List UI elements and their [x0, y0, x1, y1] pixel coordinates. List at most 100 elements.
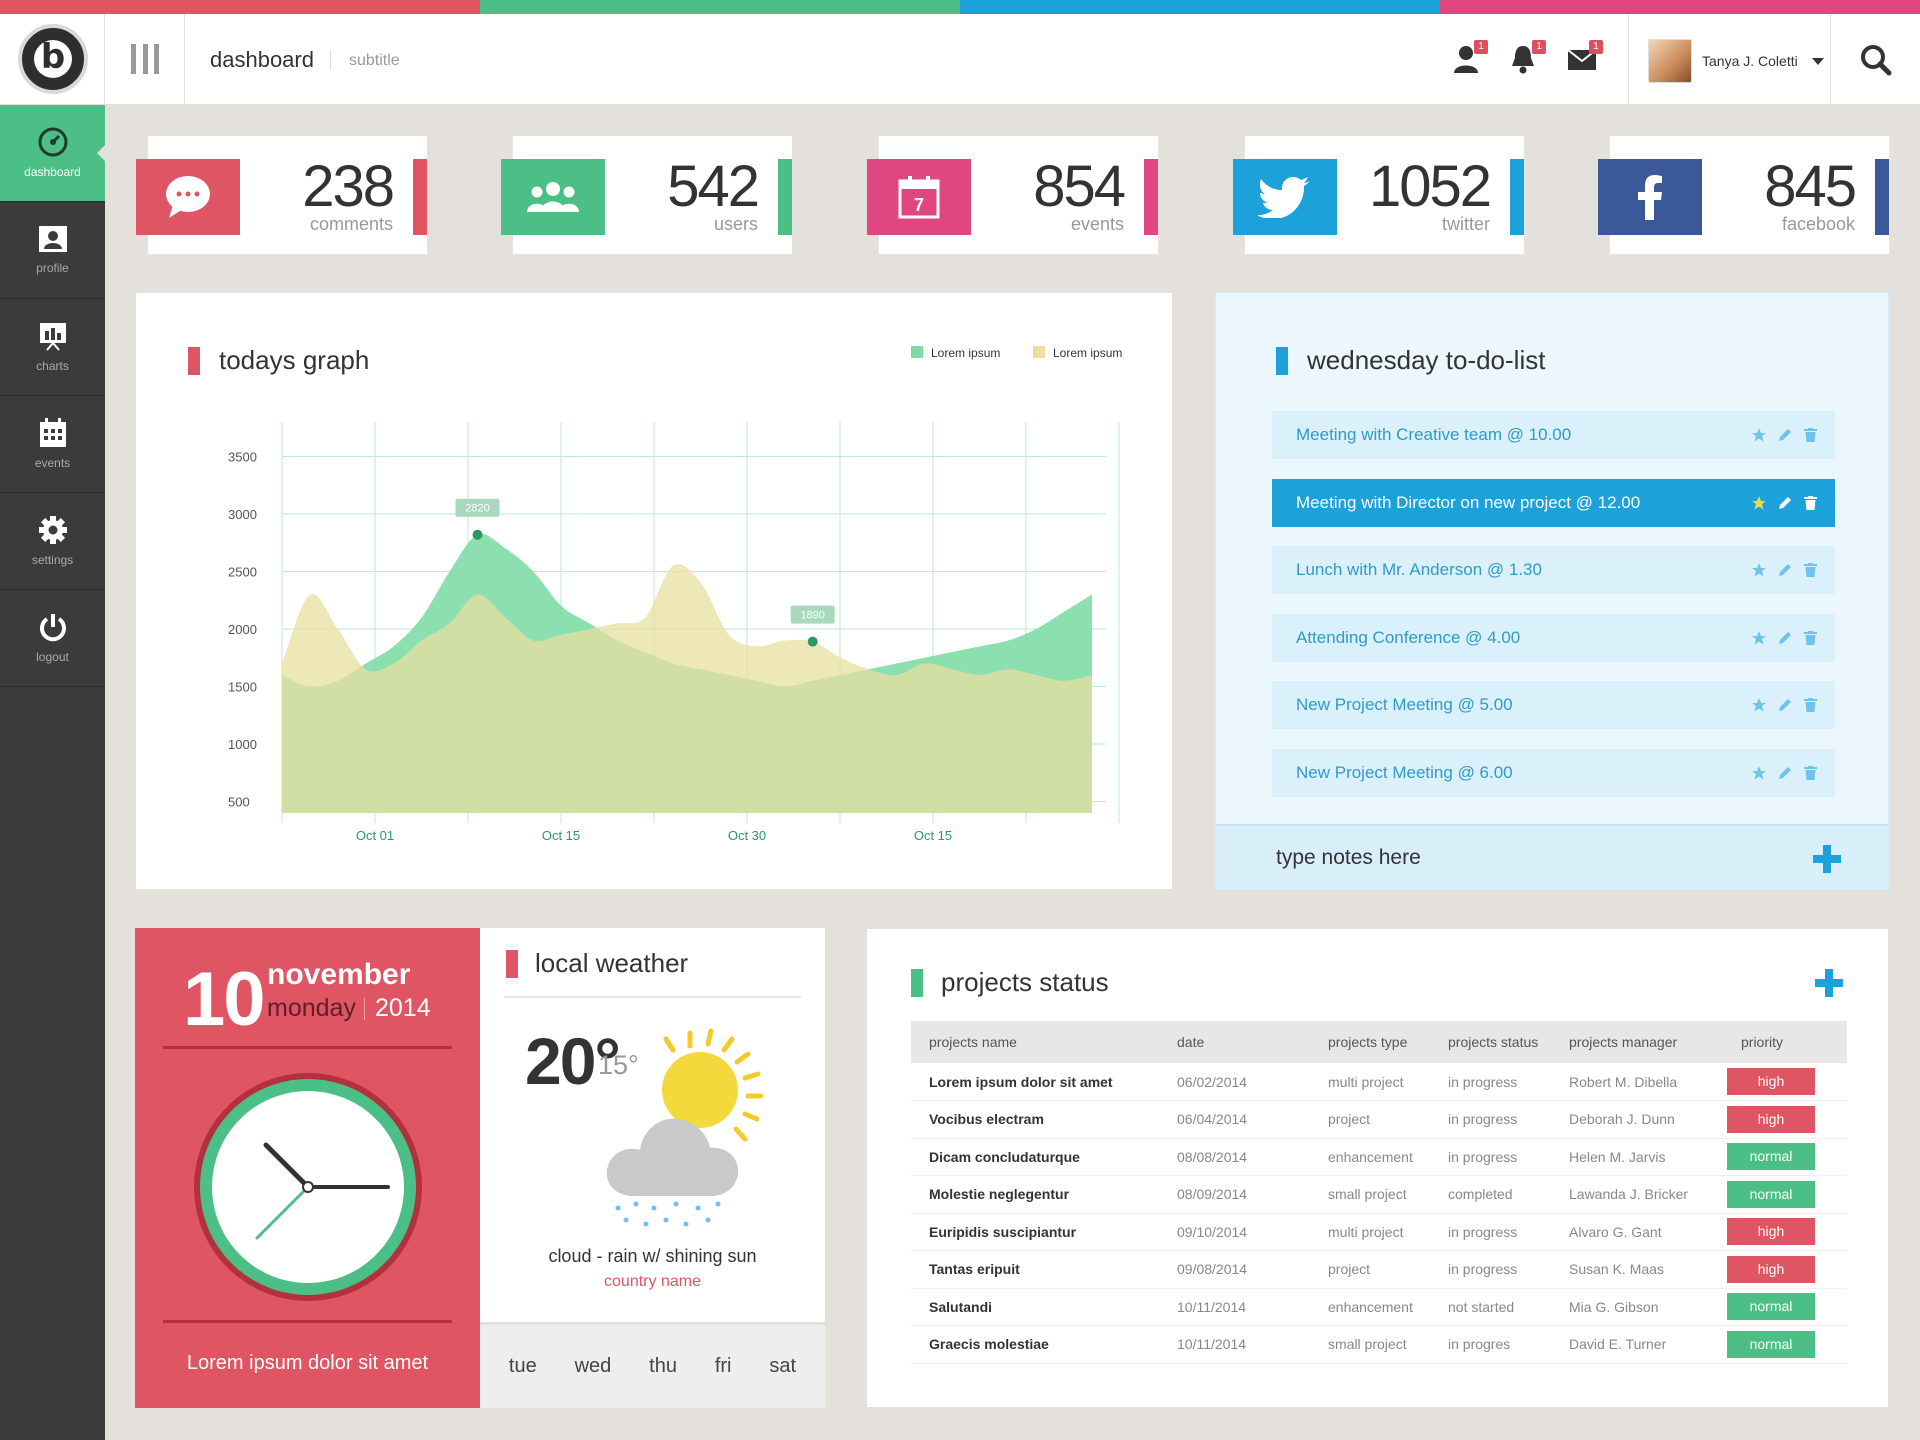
edit-pencil-icon[interactable]: [1778, 495, 1792, 515]
sidebar-item-settings[interactable]: settings: [0, 493, 105, 590]
panel-marker: [506, 950, 518, 978]
star-icon[interactable]: [1752, 427, 1766, 447]
priority-badge: high: [1727, 1255, 1815, 1283]
table-row[interactable]: Graecis molestiae 10/11/2014 small project…: [911, 1325, 1847, 1364]
column-header[interactable]: projects type: [1328, 1021, 1448, 1063]
logo[interactable]: b: [18, 24, 88, 94]
table-row[interactable]: Tantas eripuit 09/08/2014 project in progre…: [911, 1250, 1847, 1289]
logout-icon: [39, 614, 66, 642]
column-header[interactable]: projects manager: [1569, 1021, 1719, 1063]
trash-icon[interactable]: [1804, 495, 1817, 515]
project-name: Lorem ipsum dolor sit amet: [911, 1063, 1177, 1101]
trash-icon[interactable]: [1804, 630, 1817, 650]
column-header[interactable]: projects status: [1448, 1021, 1569, 1063]
todo-item-text: Meeting with Creative team @ 10.00: [1296, 425, 1572, 444]
stat-card-twitter[interactable]: 1052 twitter: [1233, 135, 1525, 255]
graph-panel: todays graph 500 1000 1500 2000 2500 3000 3500…: [135, 292, 1173, 890]
calendar-day: 10: [183, 957, 266, 1042]
legend-label: Lorem ipsum: [1053, 346, 1122, 360]
stat-card-comments[interactable]: 238 comments: [136, 135, 428, 255]
low-temperature: 15°: [598, 1050, 639, 1080]
trash-icon[interactable]: [1804, 427, 1817, 447]
header-divider: [1628, 14, 1629, 105]
table-row[interactable]: Vocibus electram 06/04/2014 project in prog…: [911, 1100, 1847, 1139]
star-icon[interactable]: [1752, 630, 1766, 650]
panel-marker: [1276, 347, 1288, 375]
todo-item[interactable]: Meeting with Director on new project @ 1…: [1272, 478, 1835, 527]
edit-pencil-icon[interactable]: [1778, 562, 1792, 582]
forecast-day[interactable]: thu: [649, 1355, 677, 1377]
stat-card-users[interactable]: 542 users: [501, 135, 793, 255]
weather-description: cloud - rain w/ shining sun: [548, 1246, 757, 1266]
sidebar-item-events[interactable]: events: [0, 396, 105, 493]
forecast-day[interactable]: sat: [769, 1355, 797, 1377]
header-divider: [104, 14, 105, 105]
edit-pencil-icon[interactable]: [1778, 427, 1792, 447]
title-divider: [330, 50, 331, 70]
project-status: in progress: [1448, 1250, 1569, 1289]
column-header[interactable]: date: [1177, 1021, 1328, 1063]
table-row[interactable]: Euripidis suscipiantur 09/10/2014 multi pr…: [911, 1213, 1847, 1251]
add-note-plus-icon[interactable]: [1813, 845, 1841, 873]
sidebar-item-logout[interactable]: logout: [0, 590, 105, 687]
priority-badge: high: [1727, 1105, 1815, 1133]
stat-accent-bar: [1144, 159, 1158, 235]
forecast-day[interactable]: wed: [574, 1355, 612, 1377]
todo-item[interactable]: New Project Meeting @ 6.00: [1272, 748, 1835, 797]
friend-requests-button[interactable]: 1: [1452, 40, 1488, 76]
table-row[interactable]: Molestie neglegentur 08/09/2014 small proj…: [911, 1175, 1847, 1214]
search-button[interactable]: [1860, 44, 1892, 81]
legend-swatch: [1033, 346, 1045, 358]
star-icon[interactable]: [1752, 495, 1766, 515]
stat-card-facebook[interactable]: 845 facebook: [1598, 135, 1890, 255]
forecast-day[interactable]: tue: [508, 1355, 537, 1377]
trash-icon[interactable]: [1804, 765, 1817, 785]
stat-value: 845: [1764, 154, 1857, 219]
weather-location: country name: [604, 1273, 701, 1290]
y-tick-label: 500: [228, 795, 250, 810]
trash-icon[interactable]: [1804, 697, 1817, 717]
add-project-plus-icon[interactable]: [1815, 969, 1843, 997]
star-icon[interactable]: [1752, 697, 1766, 717]
table-header-row: projects name date projects type project…: [911, 1021, 1847, 1063]
star-icon[interactable]: [1752, 562, 1766, 582]
menu-icon[interactable]: [131, 44, 159, 74]
comment-icon: [136, 159, 240, 235]
profile-icon: [38, 226, 67, 252]
project-status: not started: [1448, 1288, 1569, 1326]
column-header[interactable]: projects name: [911, 1021, 1177, 1063]
todo-item[interactable]: Lunch with Mr. Anderson @ 1.30: [1272, 546, 1835, 594]
sidebar-item-charts[interactable]: charts: [0, 299, 105, 396]
trash-icon[interactable]: [1804, 562, 1817, 582]
messages-button[interactable]: 1: [1567, 40, 1603, 76]
sidebar-item-dashboard[interactable]: dashboard: [0, 105, 105, 202]
stat-card-events[interactable]: 7 854 events: [867, 135, 1159, 255]
todo-item[interactable]: Attending Conference @ 4.00: [1272, 613, 1835, 662]
table-row[interactable]: Dicam concludaturque 08/08/2014 enhancemen…: [911, 1138, 1847, 1176]
notes-input[interactable]: [1276, 846, 1756, 870]
stat-accent-bar: [778, 159, 792, 235]
project-date: 09/10/2014: [1177, 1213, 1328, 1251]
edit-pencil-icon[interactable]: [1778, 697, 1792, 717]
project-manager: Mia G. Gibson: [1569, 1288, 1719, 1326]
calendar-month: november: [267, 958, 411, 991]
table-row[interactable]: Salutandi 10/11/2014 enhancement not starte…: [911, 1288, 1847, 1326]
logo-letter-icon: b: [34, 40, 72, 78]
sidebar-item-profile[interactable]: profile: [0, 202, 105, 299]
edit-pencil-icon[interactable]: [1778, 765, 1792, 785]
annotation-label: 2820: [465, 503, 489, 515]
project-type: multi project: [1328, 1213, 1448, 1251]
edit-pencil-icon[interactable]: [1778, 630, 1792, 650]
column-header[interactable]: priority: [1719, 1021, 1847, 1063]
todo-item[interactable]: New Project Meeting @ 5.00: [1272, 681, 1835, 729]
page-title: dashboard: [210, 47, 314, 72]
user-menu[interactable]: Tanya J. Coletti: [1648, 39, 1824, 83]
clock-icon: [194, 1073, 422, 1301]
star-icon[interactable]: [1752, 765, 1766, 785]
calendar-card: 10 november monday 2014 Lorem ipsum dolo…: [135, 928, 480, 1408]
table-row[interactable]: Lorem ipsum dolor sit amet 06/02/2014 mult…: [911, 1063, 1847, 1101]
todo-item[interactable]: Meeting with Creative team @ 10.00: [1272, 411, 1835, 459]
alerts-button[interactable]: 1: [1510, 40, 1546, 76]
priority-badge: high: [1727, 1218, 1815, 1246]
forecast-day[interactable]: fri: [714, 1355, 732, 1377]
